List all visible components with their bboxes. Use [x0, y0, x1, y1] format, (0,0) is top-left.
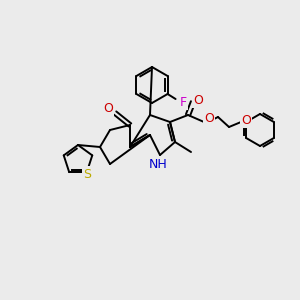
Text: O: O [204, 112, 214, 125]
Text: NH: NH [148, 158, 167, 172]
Text: O: O [103, 101, 113, 115]
Text: S: S [83, 168, 91, 181]
Text: O: O [193, 94, 203, 106]
Text: F: F [180, 95, 187, 109]
Text: O: O [241, 113, 251, 127]
